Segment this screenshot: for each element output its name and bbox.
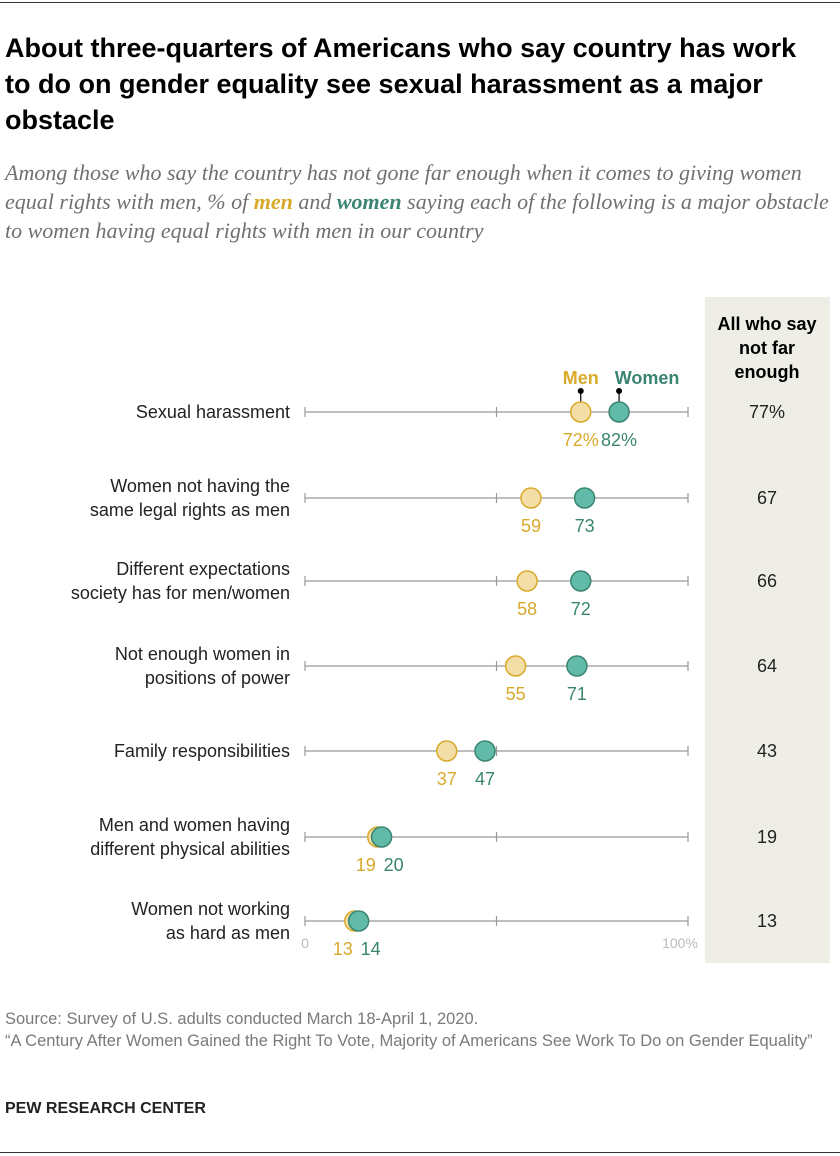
women-dot (370, 826, 393, 848)
x-tick-label: 0 (301, 935, 309, 951)
category-label: Family responsibilities (114, 741, 290, 761)
men-value-label: 58 (517, 599, 537, 619)
women-dot (474, 740, 496, 762)
chart-subtitle: Among those who say the country has not … (5, 158, 835, 245)
legend-women: Women (615, 368, 680, 388)
all-column-background (705, 297, 830, 963)
all-value: 64 (757, 656, 777, 676)
subtitle-text: and (292, 189, 337, 214)
men-value-label: 37 (437, 769, 457, 789)
dot-plot: All who say not far enough Men Women Sexual h… (71, 297, 830, 963)
brand-label: PEW RESEARCH CENTER (5, 1100, 206, 1117)
women-dot (566, 655, 588, 677)
subtitle-text: Among those who say the country has not … (5, 160, 802, 214)
men-value-label: 72% (563, 430, 599, 450)
women-dot (608, 401, 630, 423)
all-value: 19 (757, 827, 777, 847)
women-dot (347, 910, 370, 932)
category-label: same legal rights as men (90, 500, 290, 520)
subtitle-men: men (253, 189, 293, 214)
women-value-label: 14 (361, 939, 381, 959)
category-label: Not enough women in (115, 644, 290, 664)
women-value-label: 72 (571, 599, 591, 619)
men-dot (570, 401, 592, 423)
report-note: “A Century After Women Gained the Right … (5, 1032, 813, 1050)
all-column-header: enough (735, 362, 800, 382)
x-tick-label: 100% (662, 935, 698, 951)
bottom-rule (0, 1152, 840, 1153)
men-value-label: 59 (521, 516, 541, 536)
women-value-label: 47 (475, 769, 495, 789)
category-label: Men and women having (99, 815, 290, 835)
category-label: society has for men/women (71, 583, 290, 603)
women-value-label: 82% (601, 430, 637, 450)
category-label: Different expectations (116, 559, 290, 579)
men-dot (516, 570, 538, 592)
category-label: Women not having the (110, 476, 290, 496)
all-value: 77% (749, 402, 785, 422)
category-label: as hard as men (166, 923, 290, 943)
men-dot (520, 487, 542, 509)
all-value: 13 (757, 911, 777, 931)
women-value-label: 71 (567, 684, 587, 704)
source-note: Source: Survey of U.S. adults conducted … (5, 1010, 479, 1028)
notes: Source: Survey of U.S. adults conducted … (5, 1008, 835, 1052)
chart-title: About three-quarters of Americans who sa… (5, 33, 797, 135)
women-dot (573, 487, 596, 509)
all-value: 66 (757, 571, 777, 591)
all-column-header: All who say (717, 314, 816, 334)
men-dot (504, 655, 527, 677)
category-label: Women not working (131, 899, 290, 919)
all-column-header: not far (739, 338, 795, 358)
women-value-label: 20 (384, 855, 404, 875)
subtitle-text: saying each of the following is a major … (5, 189, 829, 243)
women-value-label: 73 (575, 516, 595, 536)
top-rule (0, 2, 840, 3)
all-value: 43 (757, 741, 777, 761)
all-value: 67 (757, 488, 777, 508)
legend-pointer-dot (577, 388, 584, 394)
subtitle-women: women (336, 189, 402, 214)
category-label: different physical abilities (90, 839, 290, 859)
men-value-label: 13 (333, 939, 353, 959)
women-dot (570, 570, 592, 592)
legend-men: Men (563, 368, 599, 388)
men-dot (435, 740, 458, 762)
men-value-label: 55 (506, 684, 526, 704)
category-label: Sexual harassment (136, 402, 290, 422)
legend-pointer-dot (616, 388, 623, 394)
category-label: positions of power (145, 668, 290, 688)
men-value-label: 19 (356, 855, 376, 875)
